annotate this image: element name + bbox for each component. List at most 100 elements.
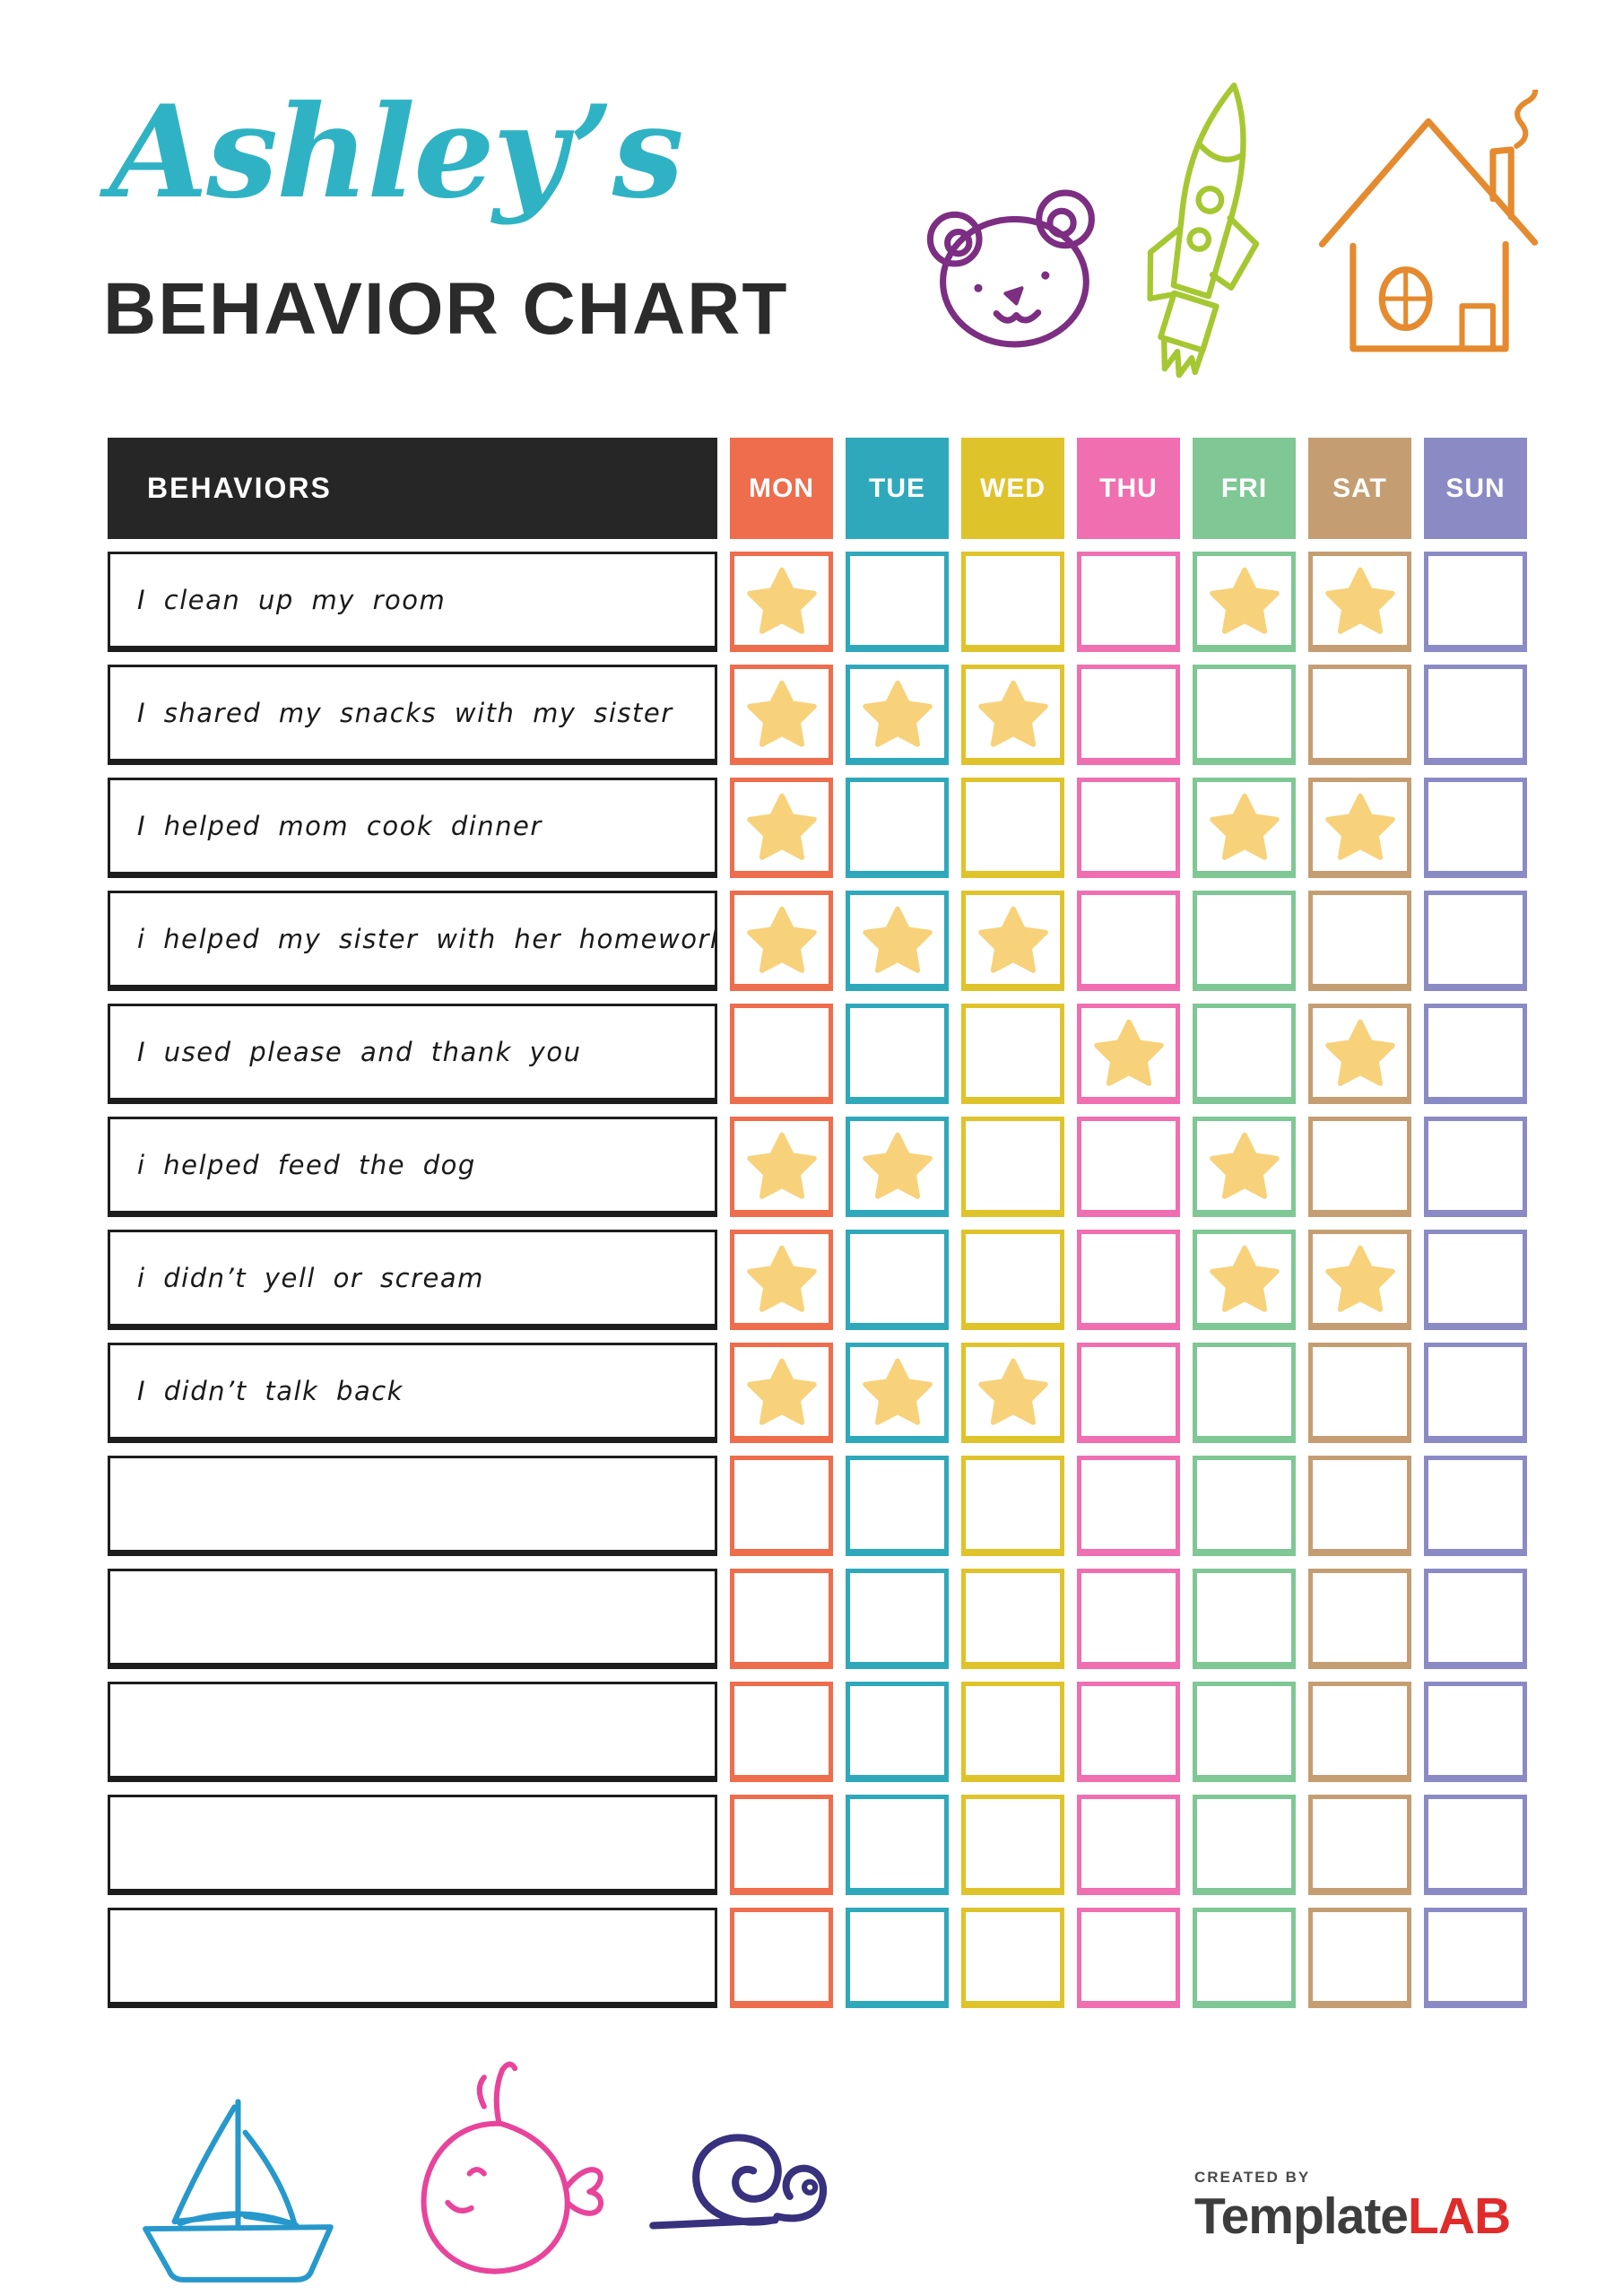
star-icon [1209, 567, 1280, 634]
behavior-cell-row-5: I used please and thank you [108, 1004, 717, 1104]
day-cell-fri-row-13 [1193, 1908, 1296, 2008]
day-cell-tue-row-10 [846, 1569, 949, 1669]
behavior-cell-row-3: I helped mom cook dinner [108, 778, 717, 878]
brand-lab: LAB [1408, 2187, 1511, 2245]
day-cell-fri-row-6 [1193, 1117, 1296, 1217]
day-cell-thu-row-1 [1077, 552, 1180, 652]
day-cell-tue-row-1 [846, 552, 949, 652]
day-cell-mon-row-9 [730, 1456, 833, 1556]
snail-icon [638, 2112, 857, 2236]
day-cell-sun-row-2 [1424, 665, 1527, 765]
day-cell-tue-row-5 [846, 1004, 949, 1104]
day-cell-thu-row-2 [1077, 665, 1180, 765]
day-cell-sat-row-11 [1308, 1682, 1411, 1782]
day-cell-tue-row-2 [846, 665, 949, 765]
day-cell-wed-row-10 [961, 1569, 1064, 1669]
day-cell-sun-row-9 [1424, 1456, 1527, 1556]
day-cell-thu-row-9 [1077, 1456, 1180, 1556]
day-cell-sun-row-11 [1424, 1682, 1527, 1782]
day-cell-sat-row-8 [1308, 1343, 1411, 1443]
star-icon [862, 1358, 933, 1425]
behaviors-header: BEHAVIORS [108, 438, 717, 539]
day-cell-tue-row-13 [846, 1908, 949, 2008]
behavior-cell-row-1: I clean up my room [108, 552, 717, 652]
day-cell-thu-row-7 [1077, 1230, 1180, 1330]
day-cell-thu-row-5 [1077, 1004, 1180, 1104]
star-icon [1324, 1019, 1395, 1086]
star-icon [862, 906, 933, 973]
star-icon [746, 680, 817, 747]
behavior-cell-row-11 [108, 1682, 717, 1782]
day-cell-thu-row-6 [1077, 1117, 1180, 1217]
day-header-sat: SAT [1308, 438, 1411, 539]
day-cell-fri-row-7 [1193, 1230, 1296, 1330]
day-cell-wed-row-9 [961, 1456, 1064, 1556]
day-cell-mon-row-5 [730, 1004, 833, 1104]
star-icon [746, 1245, 817, 1312]
behavior-cell-row-7: i didn’t yell or scream [108, 1230, 717, 1330]
day-cell-tue-row-6 [846, 1117, 949, 1217]
day-cell-fri-row-1 [1193, 552, 1296, 652]
day-cell-tue-row-8 [846, 1343, 949, 1443]
day-header-thu: THU [1077, 438, 1180, 539]
day-cell-thu-row-4 [1077, 891, 1180, 991]
behavior-cell-row-12 [108, 1795, 717, 1895]
star-icon [1209, 793, 1280, 860]
page-subtitle: BEHAVIOR CHART [103, 268, 789, 350]
star-icon [977, 1358, 1048, 1425]
day-cell-thu-row-12 [1077, 1795, 1180, 1895]
day-cell-mon-row-13 [730, 1908, 833, 2008]
day-cell-sun-row-10 [1424, 1569, 1527, 1669]
day-cell-wed-row-1 [961, 552, 1064, 652]
day-cell-sat-row-6 [1308, 1117, 1411, 1217]
day-cell-thu-row-11 [1077, 1682, 1180, 1782]
behavior-cell-row-4: i helped my sister with her homework [108, 891, 717, 991]
brand-created-by: CREATED BY [1194, 2169, 1311, 2186]
day-cell-thu-row-3 [1077, 778, 1180, 878]
day-cell-mon-row-7 [730, 1230, 833, 1330]
day-cell-sat-row-1 [1308, 552, 1411, 652]
day-cell-sun-row-6 [1424, 1117, 1527, 1217]
day-cell-sun-row-12 [1424, 1795, 1527, 1895]
day-cell-sat-row-13 [1308, 1908, 1411, 2008]
day-cell-wed-row-3 [961, 778, 1064, 878]
day-cell-fri-row-9 [1193, 1456, 1296, 1556]
day-cell-tue-row-9 [846, 1456, 949, 1556]
day-cell-mon-row-4 [730, 891, 833, 991]
day-cell-sun-row-8 [1424, 1343, 1527, 1443]
day-cell-mon-row-8 [730, 1343, 833, 1443]
day-cell-sat-row-9 [1308, 1456, 1411, 1556]
whale-icon [387, 2056, 606, 2287]
day-cell-wed-row-12 [961, 1795, 1064, 1895]
day-cell-fri-row-4 [1193, 891, 1296, 991]
day-cell-mon-row-11 [730, 1682, 833, 1782]
day-cell-wed-row-7 [961, 1230, 1064, 1330]
day-header-sun: SUN [1424, 438, 1527, 539]
day-cell-thu-row-10 [1077, 1569, 1180, 1669]
day-cell-tue-row-7 [846, 1230, 949, 1330]
day-cell-tue-row-12 [846, 1795, 949, 1895]
day-cell-fri-row-11 [1193, 1682, 1296, 1782]
day-cell-sun-row-1 [1424, 552, 1527, 652]
day-cell-fri-row-8 [1193, 1343, 1296, 1443]
day-cell-mon-row-12 [730, 1795, 833, 1895]
day-cell-wed-row-8 [961, 1343, 1064, 1443]
day-cell-wed-row-4 [961, 891, 1064, 991]
star-icon [1324, 1245, 1395, 1312]
star-icon [1209, 1245, 1280, 1312]
day-cell-sun-row-4 [1424, 891, 1527, 991]
day-cell-wed-row-11 [961, 1682, 1064, 1782]
day-cell-fri-row-12 [1193, 1795, 1296, 1895]
star-icon [1324, 567, 1395, 634]
behavior-cell-row-8: I didn’t talk back [108, 1343, 717, 1443]
brand-template: Template [1194, 2187, 1409, 2245]
day-cell-sun-row-5 [1424, 1004, 1527, 1104]
day-header-mon: MON [730, 438, 833, 539]
star-icon [1093, 1019, 1164, 1086]
day-cell-sat-row-10 [1308, 1569, 1411, 1669]
day-cell-fri-row-2 [1193, 665, 1296, 765]
day-cell-mon-row-2 [730, 665, 833, 765]
day-cell-sat-row-5 [1308, 1004, 1411, 1104]
day-cell-sun-row-3 [1424, 778, 1527, 878]
brand-logo: CREATED BY Template LAB [1194, 2169, 1511, 2246]
